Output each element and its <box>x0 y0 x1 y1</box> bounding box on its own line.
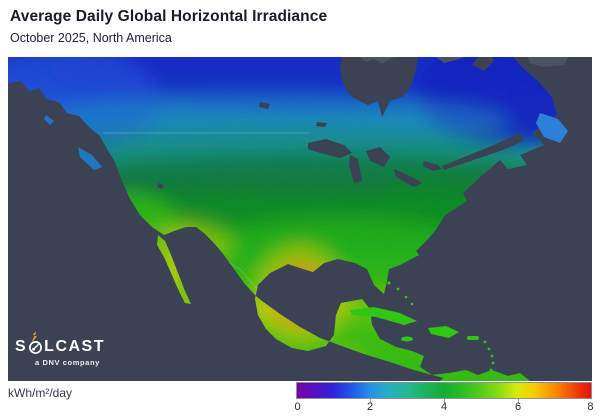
page-subtitle: October 2025, North America <box>10 31 172 45</box>
newfoundland-island <box>536 113 568 143</box>
haida-gwaii <box>44 115 54 125</box>
lake-nipigon <box>316 122 327 127</box>
colorbar-tick-label: 0 <box>294 401 301 413</box>
lake-superior <box>308 139 352 158</box>
great-salt-lake <box>157 183 164 189</box>
lake-ontario <box>423 161 442 171</box>
bahamas <box>387 281 414 306</box>
colorbar-tick-label: 4 <box>440 401 448 413</box>
spark-icon <box>32 331 37 341</box>
colorbar-tick-mark <box>444 399 445 403</box>
islands <box>44 113 568 378</box>
solcast-wordmark: S LCAST <box>15 331 115 356</box>
dnv-tagline: a DNV company <box>35 358 100 367</box>
jamaica-island <box>401 336 413 342</box>
sun-gauge-icon <box>29 340 43 354</box>
inland-water <box>157 57 524 189</box>
lake-erie <box>394 169 422 187</box>
arctic-land <box>360 57 568 67</box>
logo-letters-rest: LCAST <box>44 338 105 355</box>
colorbar-tick-mark <box>518 399 519 403</box>
colorbar-tick-mark <box>370 399 371 403</box>
lake-michigan <box>349 155 362 183</box>
ungava-bay <box>472 57 494 71</box>
colorbar-tick-label: 8 <box>587 401 594 413</box>
solcast-logo: S LCAST a DNV company <box>15 331 115 367</box>
hudson-bay <box>340 57 418 117</box>
lake-huron <box>366 147 390 167</box>
lesser-antilles <box>483 340 495 378</box>
hispaniola-island <box>428 326 459 338</box>
st-lawrence-river <box>442 133 524 170</box>
vancouver-island <box>78 147 102 170</box>
legend-unit-label: kWh/m²/day <box>8 386 73 400</box>
irradiance-map <box>8 57 592 381</box>
cuba-island <box>350 307 417 325</box>
colorbar-tick-label: 6 <box>514 401 522 413</box>
irradiance-map-svg <box>8 57 592 381</box>
page-title: Average Daily Global Horizontal Irradian… <box>10 8 328 25</box>
puerto-rico-island <box>467 336 479 340</box>
logo-letter-s: S <box>15 338 28 355</box>
lake-winnipeg <box>259 102 270 109</box>
colorbar-tick-label: 2 <box>366 401 374 413</box>
greenland-tip <box>528 57 568 67</box>
colorbar <box>296 382 592 399</box>
colorbar-ticks: 0 2 4 6 8 <box>294 399 594 415</box>
